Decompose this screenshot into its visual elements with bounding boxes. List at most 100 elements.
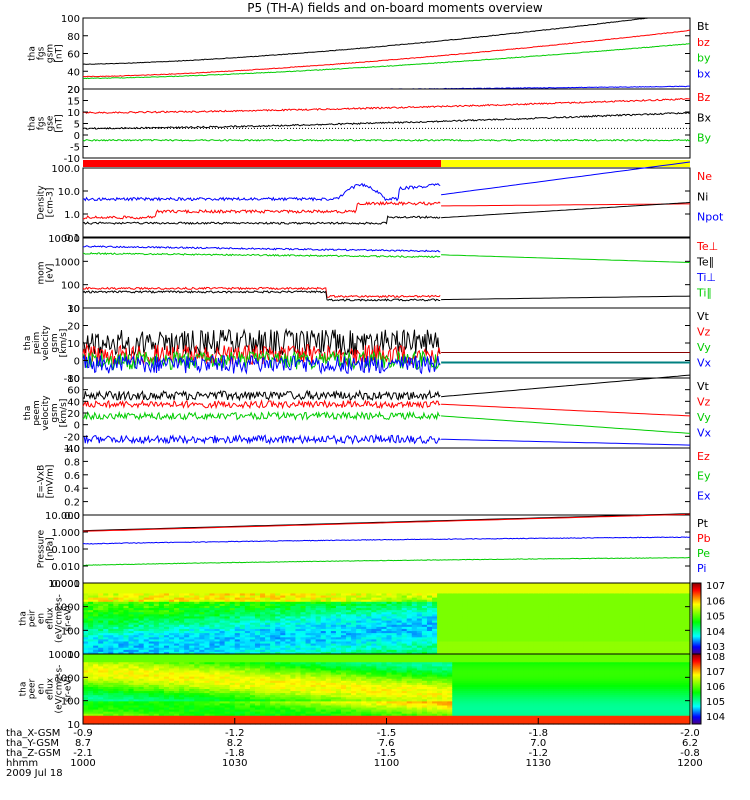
spectrogram-cell bbox=[108, 686, 114, 690]
spectrogram-cell bbox=[669, 583, 676, 586]
spectrogram-cell bbox=[568, 651, 575, 655]
spectrogram-cell bbox=[103, 691, 109, 694]
legend-red-entry: Ne bbox=[697, 170, 712, 183]
spectrogram-cell bbox=[664, 631, 671, 634]
y-tick-label: -10 bbox=[64, 154, 80, 165]
spectrogram-cell bbox=[103, 709, 109, 713]
spectrogram-cell bbox=[649, 585, 656, 588]
spectrogram-cell bbox=[512, 651, 519, 655]
spectrogram-cell bbox=[583, 603, 590, 607]
spectrogram-cell bbox=[492, 620, 499, 624]
spectrogram-cell bbox=[123, 654, 130, 657]
spectrogram-cell bbox=[133, 697, 140, 700]
spectrogram-cell bbox=[219, 616, 226, 620]
spectrogram-cell bbox=[335, 651, 342, 655]
spectrogram-cell bbox=[563, 608, 570, 611]
spectrogram-cell bbox=[275, 591, 281, 595]
spectrogram-cell bbox=[684, 649, 691, 653]
spectrogram-cell bbox=[563, 610, 570, 613]
spectrogram-cell bbox=[275, 612, 281, 615]
spectrogram-cell bbox=[158, 658, 165, 661]
spectrogram-cell bbox=[356, 645, 362, 649]
spectrogram-cell bbox=[93, 662, 99, 665]
spectrogram-cell bbox=[133, 670, 140, 674]
spectrogram-cell bbox=[659, 641, 666, 645]
y-axis-label: (eV/cm2-s- bbox=[55, 594, 65, 643]
spectrogram-cell bbox=[168, 682, 175, 686]
series-Ni bbox=[82, 215, 441, 225]
spectrogram-cell bbox=[103, 626, 109, 630]
spectrogram-cell bbox=[194, 624, 200, 628]
spectrogram-cell bbox=[133, 651, 140, 655]
legend-black-entry: Ni bbox=[697, 190, 708, 203]
spectrogram-cell bbox=[138, 699, 145, 702]
spectrogram-cell bbox=[553, 620, 560, 624]
spectrogram-cell bbox=[371, 585, 377, 588]
spectrogram-cell bbox=[204, 651, 211, 655]
spectrogram-cell bbox=[133, 610, 140, 613]
spectrogram-cell bbox=[391, 620, 398, 624]
spectrogram-cell bbox=[528, 620, 534, 624]
spectrogram-cell bbox=[290, 585, 297, 588]
spectrogram-cell bbox=[179, 597, 185, 601]
spectrogram-cell bbox=[411, 631, 418, 634]
spectrogram-cell bbox=[472, 624, 479, 628]
spectrogram-cell bbox=[351, 599, 357, 603]
spectrogram-cell bbox=[669, 597, 676, 601]
spectrogram-cell bbox=[558, 610, 565, 613]
spectrogram-cell bbox=[396, 624, 403, 628]
spectrogram-cell bbox=[108, 631, 114, 634]
spectrogram-cell bbox=[133, 628, 140, 632]
y-tick-label: 0 bbox=[74, 357, 80, 368]
spectrogram-cell bbox=[386, 612, 393, 615]
spectrogram-cell bbox=[199, 591, 205, 595]
spectrogram-cell bbox=[568, 628, 575, 632]
spectrogram-cell bbox=[224, 637, 231, 640]
spectrogram-cell bbox=[411, 622, 418, 626]
spectrogram-cell bbox=[280, 626, 286, 630]
spectrogram-cell bbox=[133, 649, 140, 653]
spectrogram-cell bbox=[103, 589, 109, 592]
spectrogram-cell bbox=[118, 693, 125, 696]
spectrogram-cell bbox=[163, 709, 170, 713]
spectrogram-cell bbox=[123, 645, 130, 649]
spectrogram-cell bbox=[290, 651, 297, 655]
spectrogram-cell bbox=[315, 645, 322, 649]
spectrogram-cell bbox=[174, 662, 180, 665]
spectrogram-cell bbox=[265, 649, 271, 653]
spectrogram-cell bbox=[558, 637, 565, 640]
spectrogram-cell bbox=[351, 616, 357, 620]
spectrogram-cell bbox=[604, 583, 610, 586]
spectrogram-cell bbox=[381, 614, 388, 618]
spectrogram-cell bbox=[118, 709, 125, 713]
spectrogram-cell bbox=[229, 643, 236, 647]
spectrogram-cell bbox=[199, 624, 205, 628]
spectrogram-cell bbox=[209, 649, 216, 653]
spectrogram-cell bbox=[184, 647, 190, 651]
spectrogram-cell bbox=[447, 593, 453, 597]
spectrogram-cell bbox=[624, 589, 630, 592]
spectrogram-cell bbox=[447, 583, 453, 586]
spectrogram-cell bbox=[401, 599, 408, 603]
spectrogram-cell bbox=[275, 620, 281, 624]
spectrogram-cell bbox=[265, 591, 271, 595]
spectrogram-cell bbox=[204, 641, 211, 645]
spectrogram-cell bbox=[234, 593, 241, 597]
spectrogram-cell bbox=[624, 591, 630, 595]
spectrogram-cell bbox=[593, 608, 600, 611]
spectrogram-cell bbox=[411, 591, 418, 595]
spectrogram-cell bbox=[507, 585, 514, 588]
spectrogram-cell bbox=[538, 645, 544, 649]
spectrogram-cell bbox=[472, 593, 479, 597]
spectrogram-cell bbox=[573, 635, 580, 638]
spectrogram-cell bbox=[340, 631, 347, 634]
spectrogram-cell bbox=[507, 601, 514, 605]
spectrogram-cell bbox=[507, 597, 514, 601]
spectrogram-cell bbox=[391, 639, 398, 643]
spectrogram-cell bbox=[512, 628, 519, 632]
spectrogram-cell bbox=[98, 587, 104, 590]
spectrogram-cell bbox=[452, 603, 458, 607]
spectrogram-cell bbox=[497, 631, 504, 634]
spectrogram-cell bbox=[128, 616, 135, 620]
